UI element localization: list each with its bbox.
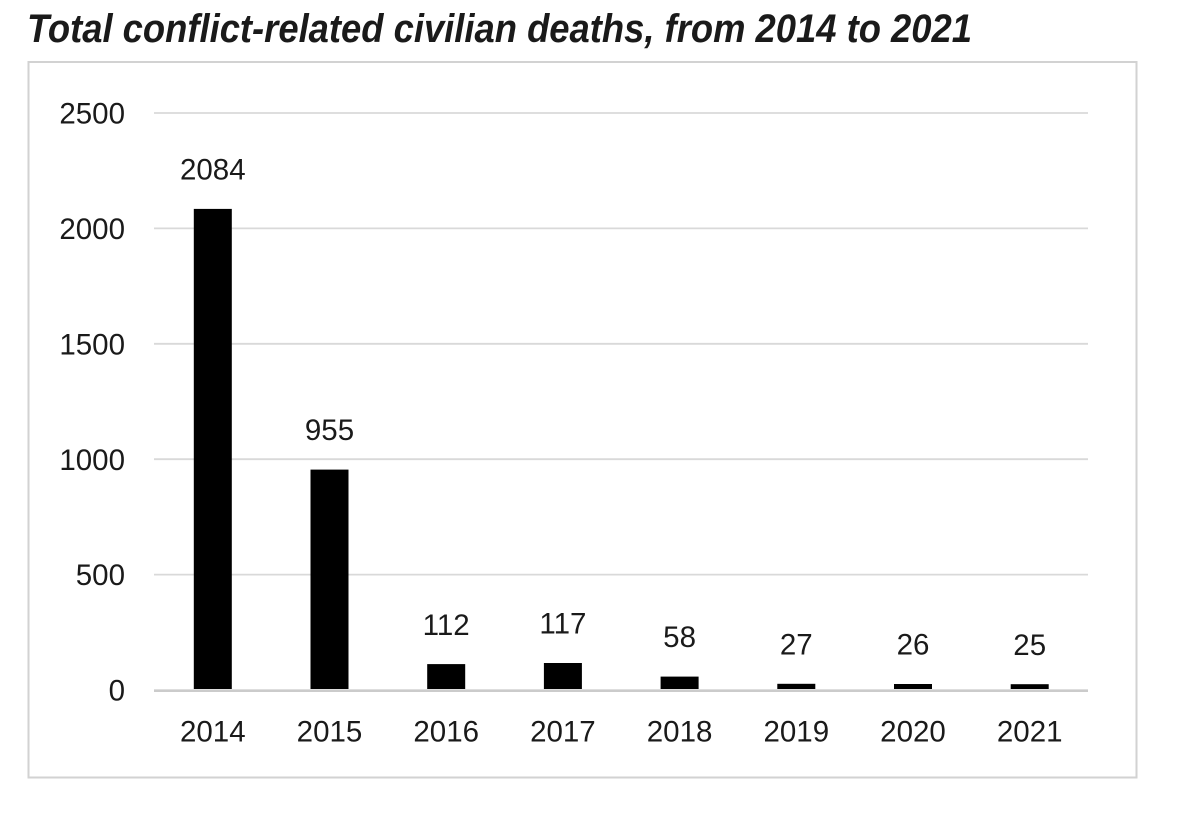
- svg-text:2016: 2016: [413, 716, 479, 749]
- svg-text:500: 500: [76, 559, 125, 592]
- svg-text:1500: 1500: [59, 328, 125, 361]
- svg-text:2014: 2014: [180, 716, 246, 749]
- svg-text:27: 27: [780, 628, 813, 661]
- svg-text:2019: 2019: [763, 716, 829, 749]
- svg-text:117: 117: [539, 608, 586, 641]
- svg-text:955: 955: [305, 414, 354, 447]
- svg-text:2500: 2500: [59, 98, 125, 131]
- svg-text:2000: 2000: [59, 213, 125, 246]
- svg-text:58: 58: [663, 621, 696, 654]
- svg-text:2021: 2021: [997, 716, 1063, 749]
- svg-text:Total conflict-related civilia: Total conflict-related civilian deaths, …: [27, 7, 972, 51]
- svg-text:2015: 2015: [297, 716, 363, 749]
- svg-text:112: 112: [423, 609, 470, 642]
- svg-text:2084: 2084: [180, 154, 246, 187]
- svg-text:25: 25: [1013, 629, 1046, 662]
- svg-text:2018: 2018: [647, 716, 713, 749]
- svg-text:0: 0: [109, 675, 125, 708]
- svg-text:26: 26: [897, 629, 930, 662]
- svg-text:2017: 2017: [530, 716, 596, 749]
- svg-text:1000: 1000: [59, 444, 125, 477]
- svg-text:2020: 2020: [880, 716, 946, 749]
